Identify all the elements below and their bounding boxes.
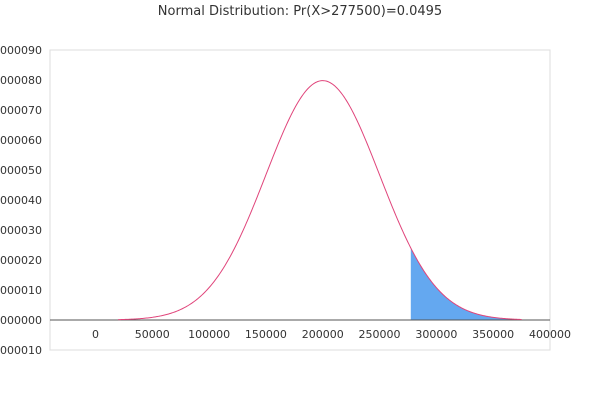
x-tick-label: 200000 <box>302 328 344 341</box>
x-tick-label: 350000 <box>472 328 514 341</box>
x-tick-label: 100000 <box>188 328 230 341</box>
x-tick-label: 0 <box>92 328 99 341</box>
x-tick-label: 150000 <box>245 328 287 341</box>
x-tick-label: 300000 <box>415 328 457 341</box>
x-axis-tick-labels: 0 50000 100000 150000 200000 250000 300000 3500… <box>92 328 571 341</box>
density-curve <box>118 80 522 321</box>
y-tick-label: 0.0000090 <box>0 44 42 57</box>
chart-title: Normal Distribution: Pr(X>277500)=0.0495 <box>158 4 442 19</box>
x-tick-label: 50000 <box>135 328 170 341</box>
x-tick-label: 250000 <box>359 328 401 341</box>
x-tick-label: 400000 <box>529 328 571 341</box>
tail-probability-area <box>410 247 522 320</box>
plot-frame <box>49 49 551 351</box>
